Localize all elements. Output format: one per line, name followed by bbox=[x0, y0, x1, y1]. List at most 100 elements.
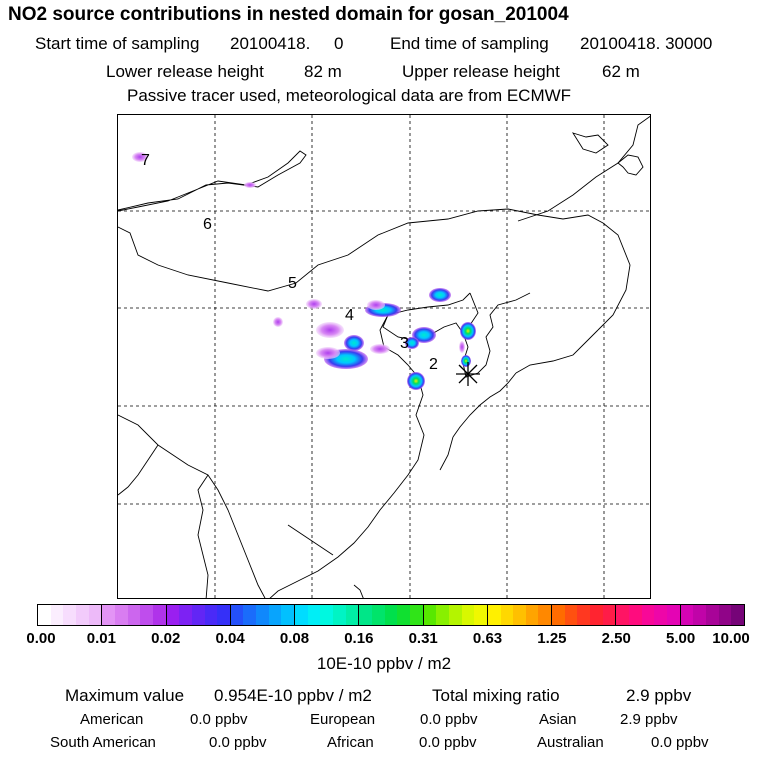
upper-height-value: 62 m bbox=[602, 62, 640, 81]
colorbar-swatch bbox=[590, 605, 603, 625]
region-name: African bbox=[327, 734, 374, 751]
colorbar-swatch bbox=[243, 605, 257, 625]
colorbar-tick-label: 0.31 bbox=[408, 630, 438, 647]
colorbar-tick-label: 0.00 bbox=[26, 630, 56, 647]
region-name: Asian bbox=[539, 711, 577, 728]
plot-title: NO2 source contributions in nested domai… bbox=[8, 4, 569, 25]
colorbar-tick-label: 2.50 bbox=[601, 630, 631, 647]
map-canvas: 7 6 5 4 3 2 bbox=[118, 115, 650, 598]
grid-label-4: 4 bbox=[345, 307, 354, 324]
colorbar-swatch bbox=[256, 605, 269, 625]
colorbar-swatch bbox=[320, 605, 334, 625]
colorbar-swatch bbox=[359, 605, 372, 625]
colorbar-swatch bbox=[461, 605, 475, 625]
region-value: 0.0 ppbv bbox=[190, 711, 248, 728]
colorbar-segment bbox=[230, 605, 296, 625]
colorbar-swatch bbox=[731, 605, 744, 625]
map-panel: 7 6 5 4 3 2 bbox=[117, 114, 651, 599]
colorbar-swatch bbox=[680, 605, 694, 625]
colorbar-swatch bbox=[333, 605, 346, 625]
grid-label-6: 6 bbox=[203, 216, 212, 233]
region-value: 0.0 ppbv bbox=[419, 734, 477, 751]
upper-height-label: Upper release height bbox=[402, 62, 560, 81]
tracer-note: Passive tracer used, meteorological data… bbox=[127, 86, 572, 105]
colorbar-swatch bbox=[577, 605, 591, 625]
start-time-label: Start time of sampling bbox=[35, 34, 200, 53]
grid-label-2: 2 bbox=[429, 356, 438, 373]
coastlines bbox=[118, 115, 650, 598]
colorbar-swatch bbox=[191, 605, 205, 625]
colorbar-swatch bbox=[409, 605, 423, 625]
colorbar-tick-label: 10.00 bbox=[712, 630, 750, 647]
colorbar-swatch bbox=[525, 605, 539, 625]
colorbar-swatch bbox=[217, 605, 230, 625]
plume-contours bbox=[132, 152, 476, 390]
region-name: European bbox=[310, 711, 376, 728]
colorbar-segment bbox=[38, 605, 103, 625]
colorbar bbox=[37, 604, 745, 626]
colorbar-segment bbox=[295, 605, 360, 625]
colorbar-segment bbox=[487, 605, 553, 625]
total-mixing-value: 2.9 ppbv bbox=[626, 686, 692, 705]
colorbar-swatch bbox=[102, 605, 115, 625]
colorbar-swatch bbox=[564, 605, 578, 625]
max-value: 0.954E-10 ppbv / m2 bbox=[214, 686, 372, 705]
colorbar-swatch bbox=[641, 605, 655, 625]
colorbar-segment bbox=[680, 605, 744, 625]
colorbar-unit: 10E-10 ppbv / m2 bbox=[316, 654, 452, 673]
colorbar-swatch bbox=[152, 605, 166, 625]
colorbar-swatch bbox=[718, 605, 732, 625]
lower-height-value: 82 m bbox=[304, 62, 342, 81]
grid-label-3: 3 bbox=[400, 335, 409, 352]
colorbar-swatch bbox=[667, 605, 680, 625]
region-name: American bbox=[80, 711, 144, 728]
colorbar-swatch bbox=[474, 605, 487, 625]
colorbar-tick-label: 0.04 bbox=[215, 630, 245, 647]
grid-label-5: 5 bbox=[288, 275, 297, 292]
colorbar-swatch bbox=[63, 605, 76, 625]
colorbar-swatch bbox=[307, 605, 321, 625]
grid-label-7: 7 bbox=[141, 152, 150, 169]
region-name: Australian bbox=[537, 734, 604, 751]
colorbar-segment bbox=[359, 605, 424, 625]
colorbar-swatch bbox=[114, 605, 128, 625]
colorbar-swatch bbox=[166, 605, 180, 625]
colorbar-segment bbox=[102, 605, 167, 625]
colorbar-segment bbox=[166, 605, 231, 625]
colorbar-swatch bbox=[268, 605, 282, 625]
colorbar-segment bbox=[616, 605, 681, 625]
colorbar-segment bbox=[552, 605, 617, 625]
colorbar-swatch bbox=[397, 605, 410, 625]
colorbar-swatch bbox=[204, 605, 218, 625]
colorbar-swatch bbox=[179, 605, 192, 625]
max-value-label: Maximum value bbox=[65, 686, 185, 705]
region-name: South American bbox=[50, 734, 156, 751]
colorbar-swatch bbox=[436, 605, 449, 625]
receptor-star-icon bbox=[456, 362, 480, 386]
colorbar-swatch bbox=[75, 605, 89, 625]
colorbar-swatch bbox=[281, 605, 295, 625]
colorbar-swatch bbox=[705, 605, 719, 625]
colorbar-swatch bbox=[384, 605, 398, 625]
colorbar-swatch bbox=[654, 605, 668, 625]
colorbar-swatch bbox=[693, 605, 706, 625]
colorbar-swatch bbox=[371, 605, 385, 625]
lower-height-label: Lower release height bbox=[106, 62, 264, 81]
colorbar-tick-label: 0.08 bbox=[279, 630, 310, 647]
colorbar-swatch bbox=[295, 605, 308, 625]
start-time-value: 20100418. 0 bbox=[230, 34, 344, 53]
colorbar-tick-label: 5.00 bbox=[666, 630, 696, 647]
colorbar-swatch bbox=[616, 605, 630, 625]
colorbar-swatch bbox=[140, 605, 153, 625]
colorbar-swatch bbox=[500, 605, 514, 625]
colorbar-swatch bbox=[345, 605, 359, 625]
colorbar-swatch bbox=[50, 605, 64, 625]
colorbar-swatch bbox=[127, 605, 141, 625]
colorbar-segment bbox=[423, 605, 488, 625]
region-value: 0.0 ppbv bbox=[651, 734, 709, 751]
colorbar-swatch bbox=[88, 605, 102, 625]
colorbar-swatch bbox=[552, 605, 565, 625]
region-value: 2.9 ppbv bbox=[620, 711, 678, 728]
colorbar-swatch bbox=[448, 605, 462, 625]
colorbar-swatch bbox=[230, 605, 244, 625]
